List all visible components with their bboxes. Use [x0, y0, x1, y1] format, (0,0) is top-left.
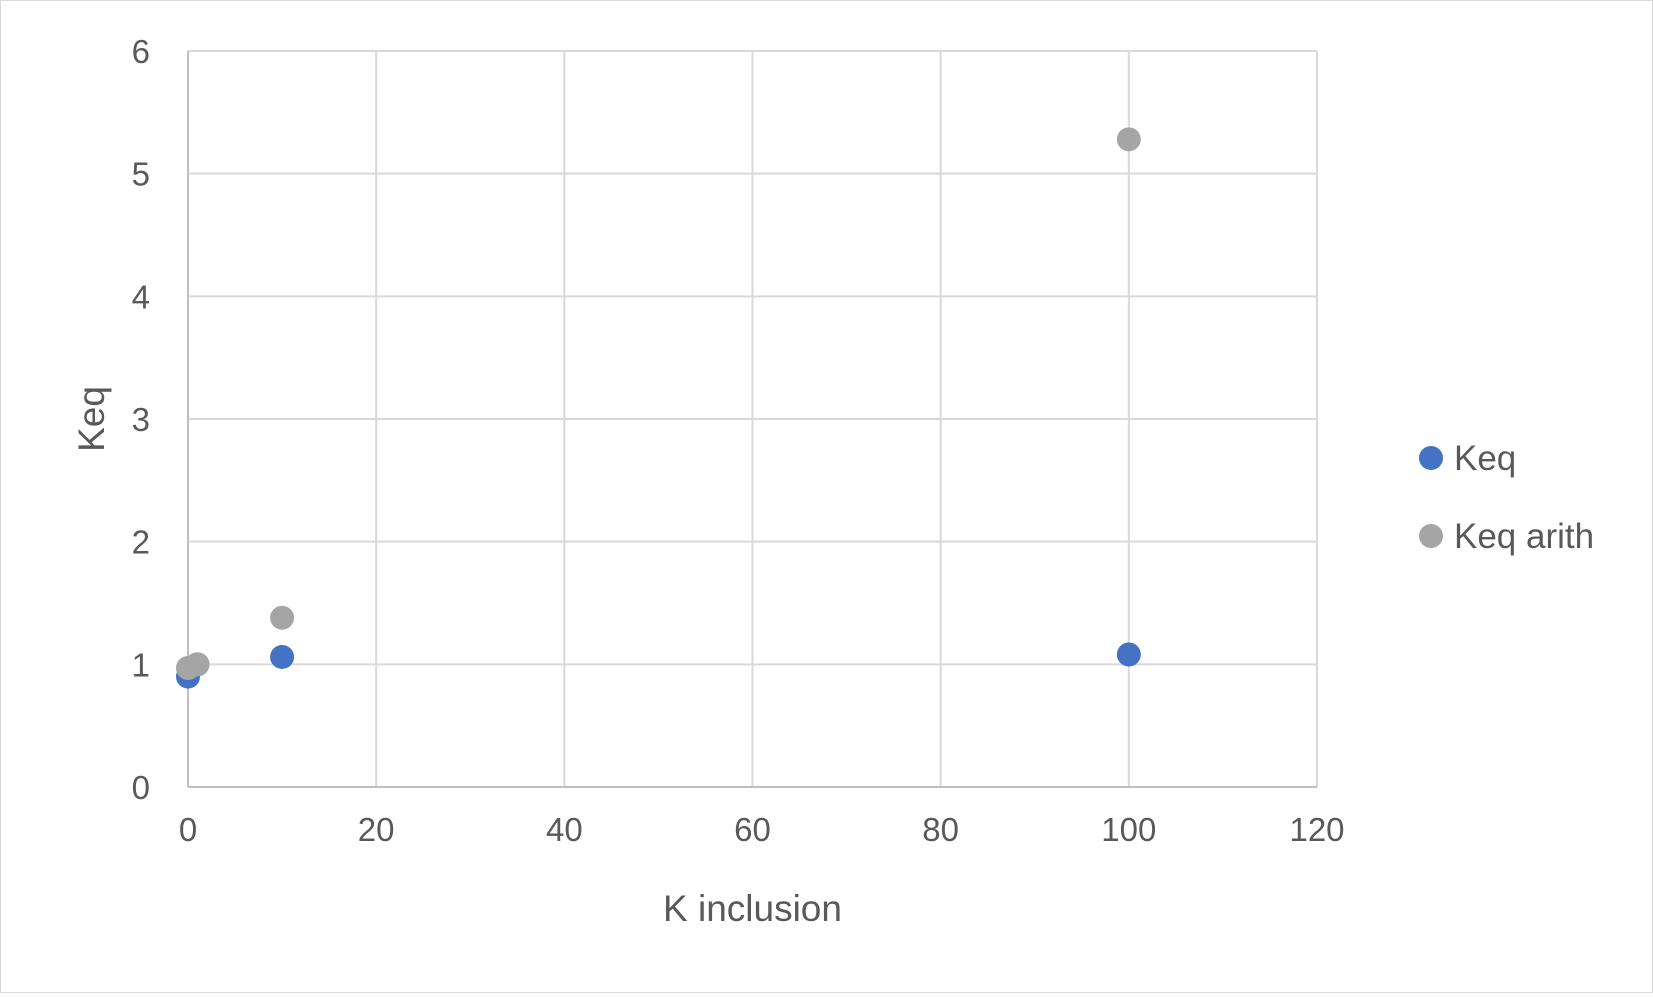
y-tick-label: 3	[132, 401, 150, 438]
legend: Keq Keq arith	[1419, 439, 1594, 556]
y-tick-label: 1	[132, 646, 150, 683]
y-tick-label: 0	[132, 769, 150, 806]
legend-marker	[1419, 446, 1443, 470]
legend-label: Keq arith	[1454, 517, 1594, 556]
y-axis-title: Keq	[71, 386, 112, 452]
x-tick-label: 20	[358, 811, 395, 848]
x-tick-label: 40	[546, 811, 583, 848]
series-1-point	[1116, 127, 1141, 152]
y-tick-label: 4	[132, 278, 150, 315]
series-0-point	[1116, 642, 1141, 667]
legend-label: Keq	[1454, 439, 1516, 478]
y-tick-label: 2	[132, 524, 150, 561]
x-tick-label: 120	[1289, 811, 1344, 848]
x-axis-title: K inclusion	[663, 888, 842, 929]
series-0-point	[270, 644, 295, 669]
x-tick-label: 80	[922, 811, 959, 848]
data-points	[176, 127, 1141, 689]
gridlines	[188, 50, 1318, 787]
x-tick-label: 60	[734, 811, 771, 848]
series-1-point	[185, 652, 210, 677]
y-tick-label: 6	[132, 33, 150, 70]
series-1-point	[270, 605, 295, 630]
x-tick-label: 100	[1101, 811, 1156, 848]
x-tick-label: 0	[179, 811, 197, 848]
y-tick-label: 5	[132, 156, 150, 193]
legend-marker	[1419, 524, 1443, 548]
